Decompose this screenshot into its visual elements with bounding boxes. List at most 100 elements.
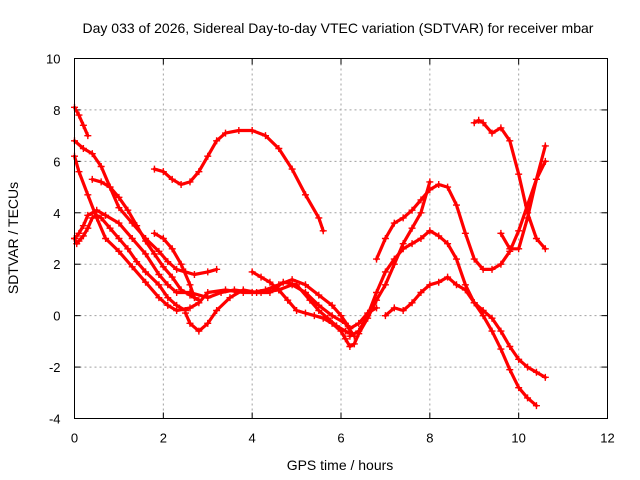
data-point xyxy=(204,152,212,160)
data-point xyxy=(213,307,221,314)
data-point xyxy=(408,240,416,248)
data-point xyxy=(532,175,540,183)
data-point xyxy=(204,319,212,327)
data-point xyxy=(488,129,496,137)
data-point xyxy=(279,278,287,286)
data-point xyxy=(444,273,452,281)
data-point xyxy=(417,235,425,242)
data-point xyxy=(168,245,176,253)
data-point xyxy=(488,314,496,322)
data-point xyxy=(417,196,425,204)
data-point xyxy=(222,129,230,137)
data-point xyxy=(541,373,549,381)
data-point xyxy=(213,265,221,273)
data-point xyxy=(186,304,194,312)
data-point xyxy=(173,289,181,296)
data-point xyxy=(124,206,132,214)
data-point xyxy=(515,384,523,392)
data-point xyxy=(142,278,150,286)
data-point xyxy=(497,345,505,353)
series-line xyxy=(72,208,379,331)
data-point xyxy=(164,301,172,309)
data-point xyxy=(284,296,292,304)
data-point xyxy=(373,289,381,296)
data-point xyxy=(381,312,389,320)
data-point xyxy=(190,271,198,278)
data-point xyxy=(301,309,309,317)
data-point xyxy=(444,183,452,191)
data-point xyxy=(261,132,269,140)
x-tick-label: 10 xyxy=(511,431,525,446)
data-point xyxy=(524,394,532,402)
series-line xyxy=(348,229,538,408)
data-point xyxy=(195,327,203,335)
data-point xyxy=(293,281,301,289)
data-point xyxy=(390,255,398,263)
data-point xyxy=(341,335,349,343)
y-tick-label: 2 xyxy=(53,257,60,272)
data-point xyxy=(497,229,505,237)
data-point xyxy=(195,296,203,304)
data-point xyxy=(306,296,314,304)
data-point xyxy=(328,319,336,327)
data-point xyxy=(452,281,460,289)
data-point xyxy=(84,211,92,219)
data-point xyxy=(106,183,114,191)
x-tick-label: 4 xyxy=(249,431,256,446)
data-point xyxy=(115,235,123,242)
data-point xyxy=(173,301,181,309)
data-point xyxy=(435,181,443,188)
data-point xyxy=(532,368,540,376)
x-tick-label: 2 xyxy=(160,431,167,446)
data-point xyxy=(115,219,123,227)
data-point xyxy=(168,175,176,183)
data-point xyxy=(177,286,185,294)
data-point xyxy=(408,224,416,232)
data-point xyxy=(155,294,163,302)
data-point xyxy=(506,366,514,374)
data-point xyxy=(364,312,372,320)
data-point xyxy=(164,294,172,302)
data-point xyxy=(390,304,398,312)
data-point xyxy=(426,227,434,235)
series-line xyxy=(152,231,196,300)
data-point xyxy=(497,124,505,132)
data-point xyxy=(515,355,523,363)
data-point xyxy=(204,268,212,276)
data-point xyxy=(226,294,234,302)
series-line xyxy=(472,118,547,251)
data-point xyxy=(195,168,203,176)
data-point xyxy=(515,245,523,253)
data-point xyxy=(541,245,549,253)
data-point xyxy=(506,137,514,145)
data-point xyxy=(461,286,469,294)
data-point xyxy=(293,307,301,314)
series-line xyxy=(499,144,547,251)
data-point xyxy=(97,214,105,222)
series-12 xyxy=(381,273,549,381)
data-point xyxy=(128,235,136,242)
data-point xyxy=(128,263,136,271)
data-point xyxy=(159,235,167,242)
data-point xyxy=(186,281,194,289)
data-point xyxy=(182,309,190,317)
data-point xyxy=(301,191,309,199)
data-point xyxy=(79,121,87,129)
y-tick-label: 10 xyxy=(46,52,60,67)
data-point xyxy=(497,260,505,268)
data-point xyxy=(155,247,163,255)
data-point xyxy=(266,289,274,296)
series-line xyxy=(72,154,356,338)
data-point xyxy=(106,224,114,232)
data-point xyxy=(75,168,83,176)
x-tick-label: 6 xyxy=(337,431,344,446)
data-point xyxy=(177,181,185,188)
data-point xyxy=(337,327,345,335)
data-point xyxy=(399,214,407,222)
data-point xyxy=(79,232,87,240)
data-point xyxy=(159,263,167,271)
data-point xyxy=(222,286,230,294)
data-point xyxy=(435,278,443,286)
x-tick-label: 0 xyxy=(71,431,78,446)
y-tick-label: 0 xyxy=(53,309,60,324)
